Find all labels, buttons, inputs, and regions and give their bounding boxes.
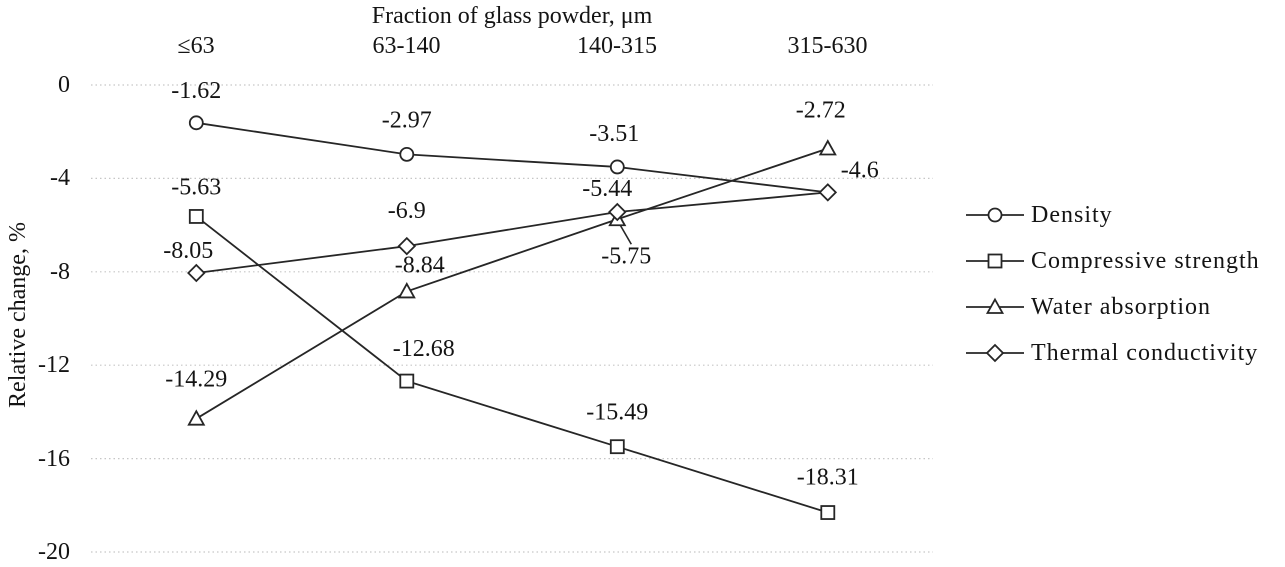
data-label-water-absorption-1: -8.84 [395,252,445,278]
data-point-thermal-conductivity-2 [608,202,627,222]
data-point-water-absorption-0 [187,409,206,426]
square-marker-icon [966,253,1024,269]
data-point-compressive-strength-3 [820,505,836,520]
circle-marker-icon [966,207,1024,223]
series-line-density [196,121,828,194]
data-label-density-2: -3.51 [589,121,639,147]
y-axis-title: Relative change, % [5,222,31,408]
diamond-marker-icon [966,343,1024,363]
y-tick-label--4: -4 [50,165,70,192]
legend-item-thermal-conductivity: Thermal conductivity [966,330,1260,376]
data-point-water-absorption-1 [397,282,416,299]
data-point-thermal-conductivity-3 [818,183,838,202]
data-label-thermal-conductivity-0: -8.05 [163,238,213,264]
data-point-compressive-strength-1 [399,373,415,389]
data-label-compressive-strength-0: -5.63 [171,174,221,200]
data-label-density-1: -2.97 [382,107,432,133]
legend: Density Compressive strength Water absor… [966,192,1260,376]
x-tick-label-le63: ≤63 [177,33,215,59]
x-tick-label-63-140: 63-140 [372,33,441,59]
y-tick-label--16: -16 [38,445,70,472]
data-point-compressive-strength-2 [609,439,625,455]
data-point-water-absorption-3 [818,139,837,156]
y-tick-label--12: -12 [38,352,70,379]
x-axis-title: Fraction of glass powder, μm [371,3,653,29]
data-point-thermal-conductivity-0 [187,263,206,283]
series-line-water-absorption [195,147,829,420]
series-line-compressive-strength [195,215,829,514]
data-point-density-1 [399,146,415,162]
y-tick-label--8: -8 [50,258,70,285]
data-label-water-absorption-0: -14.29 [165,367,227,393]
legend-label: Density [1031,201,1113,228]
data-label-compressive-strength-2: -15.49 [586,400,648,426]
y-tick-label--20: -20 [38,539,70,565]
legend-label: Compressive strength [1031,247,1260,274]
data-label-thermal-conductivity-3: -4.6 [841,157,879,183]
data-label-compressive-strength-3: -18.31 [797,465,859,491]
series-line-thermal-conductivity [196,191,828,274]
data-point-density-2 [609,159,625,175]
legend-item-water-absorption: Water absorption [966,284,1260,330]
data-label-water-absorption-2: -5.75 [601,243,651,269]
legend-label: Thermal conductivity [1031,339,1259,366]
data-point-density-0 [188,115,204,131]
label-leader-line [619,224,632,245]
data-label-density-0: -1.62 [171,78,221,104]
data-label-thermal-conductivity-1: -6.9 [388,198,426,224]
legend-item-compressive-strength: Compressive strength [966,238,1260,284]
x-tick-label-140-315: 140-315 [577,33,657,59]
data-label-water-absorption-3: -2.72 [796,98,846,124]
data-point-thermal-conductivity-1 [397,236,417,256]
data-point-compressive-strength-0 [188,209,204,224]
x-tick-label-315-630: 315-630 [787,33,868,59]
triangle-marker-icon [966,297,1024,314]
data-label-thermal-conductivity-2: -5.44 [582,176,632,202]
y-tick-label-0: 0 [58,72,70,98]
legend-item-density: Density [966,192,1260,238]
data-label-compressive-strength-1: -12.68 [393,336,455,362]
legend-label: Water absorption [1031,293,1212,320]
